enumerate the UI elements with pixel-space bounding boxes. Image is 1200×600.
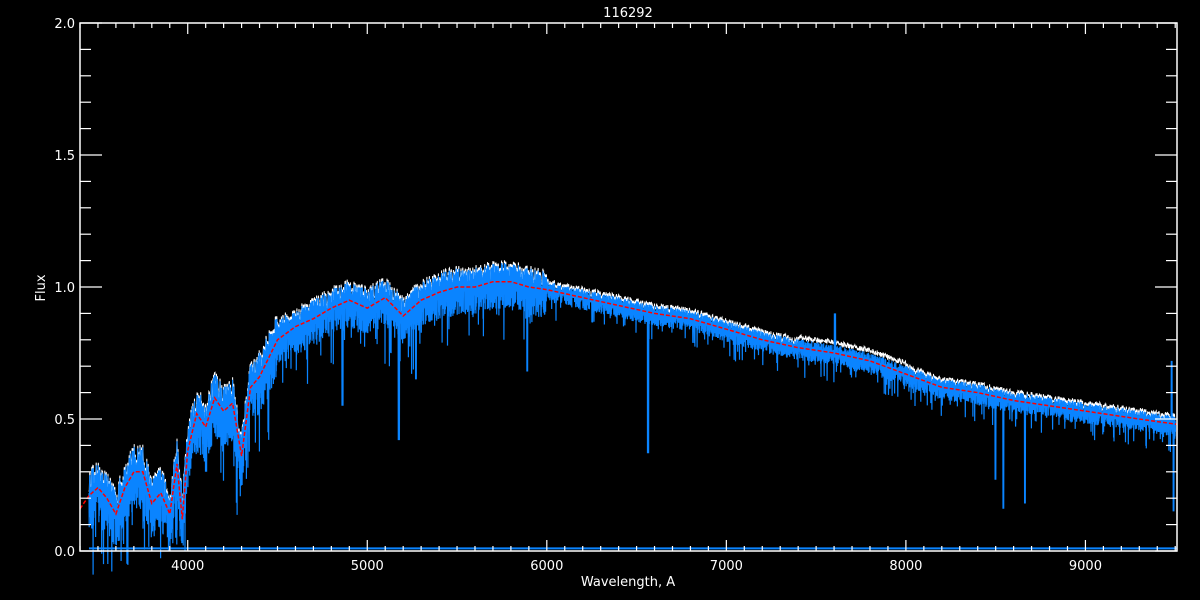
model-spectrum-line: [79, 280, 1178, 520]
x-tick-label: 6000: [530, 559, 563, 574]
x-tick-label: 9000: [1069, 559, 1102, 574]
y-tick-label: 0.0: [54, 545, 75, 560]
y-axis-label: Flux: [34, 274, 49, 301]
data-layer: [79, 260, 1178, 575]
x-tick-label: 8000: [889, 559, 922, 574]
plot-frame: [79, 22, 1178, 552]
y-tick-label: 0.5: [54, 413, 75, 428]
x-tick-label: 7000: [710, 559, 743, 574]
observed-spectrum-line: [88, 262, 1176, 575]
axes-layer: 4000 5000 6000 7000 8000 9000 0.0 0.5 1.0 1.5 2.0: [54, 17, 1178, 574]
x-axis-label: Wavelength, A: [581, 575, 675, 590]
y-tick-label: 1.0: [54, 281, 75, 296]
chart-title: 116292: [603, 6, 653, 21]
y-tick-label: 2.0: [54, 17, 75, 32]
x-tick-label: 5000: [351, 559, 384, 574]
y-tick-label: 1.5: [54, 149, 75, 164]
x-tick-label: 4000: [171, 559, 204, 574]
